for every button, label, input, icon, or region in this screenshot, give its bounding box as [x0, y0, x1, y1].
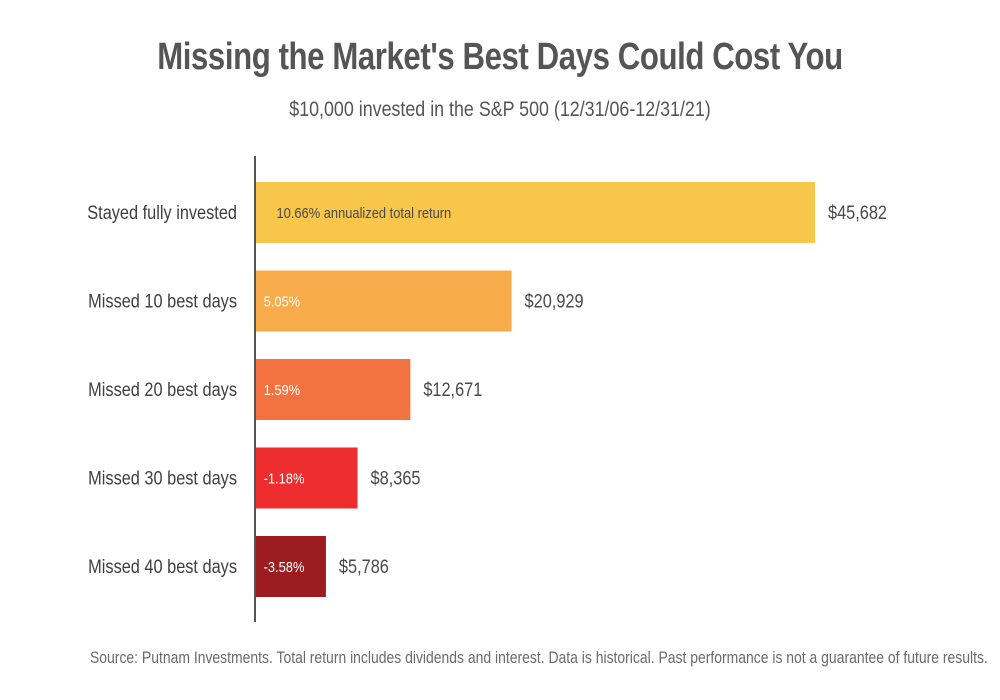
bar-return-label: 5.05% [264, 292, 301, 309]
bar [255, 270, 512, 332]
bar [255, 536, 326, 597]
bar-return-label: -3.58% [264, 558, 305, 575]
value-label: $12,671 [423, 379, 482, 400]
bar [255, 447, 358, 509]
category-label: Missed 10 best days [88, 290, 237, 311]
source-footnote: Source: Putnam Investments. Total return… [90, 648, 988, 667]
bar-return-label: 1.59% [264, 381, 301, 398]
chart-title: Missing the Market's Best Days Could Cos… [157, 36, 843, 78]
value-label: $20,929 [525, 290, 584, 311]
category-label: Missed 30 best days [88, 467, 237, 488]
bar [255, 359, 411, 420]
value-label: $8,365 [371, 467, 421, 488]
category-label: Missed 40 best days [88, 556, 237, 577]
category-label: Missed 20 best days [88, 379, 237, 400]
chart-subtitle: $10,000 invested in the S&P 500 (12/31/0… [289, 98, 711, 121]
bar-return-label: -1.18% [264, 469, 305, 486]
bar-return-label: 10.66% annualized total return [276, 204, 451, 221]
category-label: Stayed fully invested [87, 202, 237, 223]
value-label: $5,786 [339, 556, 389, 577]
value-label: $45,682 [828, 202, 887, 223]
bar [255, 182, 815, 243]
